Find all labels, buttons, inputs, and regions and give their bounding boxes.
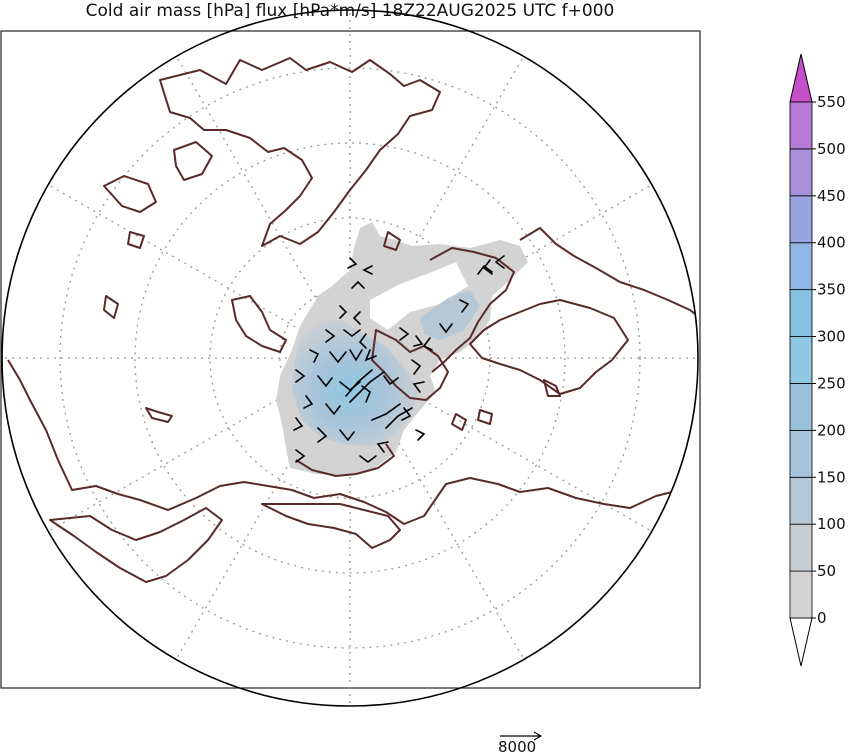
colorbar-tick-label: 400 [817, 234, 846, 252]
colorbar-tick-label: 150 [817, 468, 846, 486]
colorbar-segment [789, 148, 813, 197]
colorbar-tick-label: 350 [817, 281, 846, 299]
colorbar-segment [789, 383, 813, 431]
colorbar-segment [789, 476, 813, 525]
meridians [2, 10, 698, 706]
map-title: Cold air mass [hPa] flux [hPa*m/s] 18Z22… [85, 1, 615, 21]
colorbar-segment [789, 242, 813, 291]
reference-vector-label: 8000 [498, 738, 536, 755]
colorbar: 0 50 100 150 200 250 300 350 400 450 500 550 [789, 53, 846, 667]
colorbar-extend-bottom [789, 617, 813, 667]
colorbar-tick-label: 200 [817, 421, 846, 439]
colorbar-segment [789, 289, 813, 337]
flux-vectors [293, 255, 505, 463]
colorbar-tick-label: 300 [817, 328, 846, 346]
colorbar-segment [789, 570, 813, 619]
map-boundary-circle [1, 9, 699, 707]
colorbar-extend-top [789, 53, 813, 103]
colorbar-tick-label: 250 [817, 374, 846, 392]
map-area [2, 10, 698, 706]
reference-vector: 8000 [498, 731, 543, 755]
colorbar-tick-label: 0 [817, 609, 827, 627]
colorbar-tick-label: 450 [817, 187, 846, 205]
colorbar-segment [789, 101, 813, 150]
colorbar-segment [789, 195, 813, 244]
colorbar-segment [789, 523, 813, 572]
colorbar-tick-label: 550 [817, 93, 846, 111]
colorbar-tick-label: 500 [817, 140, 846, 158]
colorbar-segment [789, 336, 813, 384]
cold-air-mass-field [276, 222, 528, 476]
colorbar-tick-label: 100 [817, 515, 846, 533]
coastlines [7, 57, 698, 583]
colorbar-tick-label: 50 [817, 562, 836, 580]
colorbar-segment [789, 429, 813, 478]
